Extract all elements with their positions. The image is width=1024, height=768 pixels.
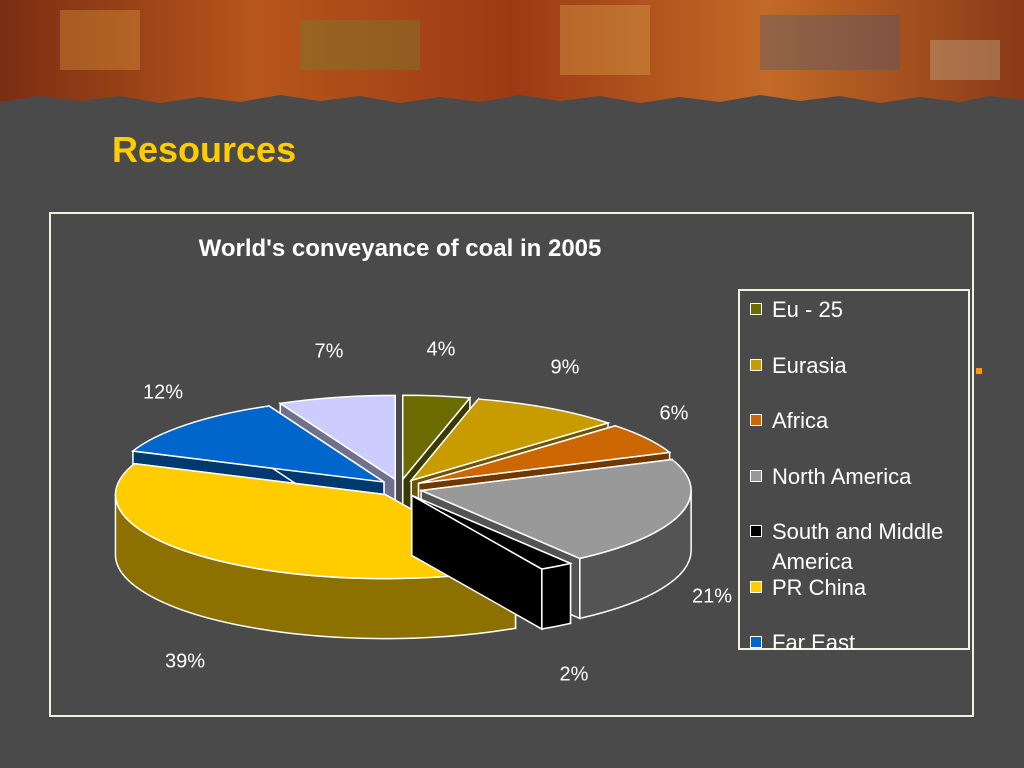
- slice-pct-label: 12%: [142, 381, 184, 404]
- legend-swatch: [750, 469, 762, 482]
- legend-swatch: [750, 580, 762, 593]
- chart-title: World's conveyance of coal in 2005: [198, 235, 602, 262]
- pie-slice-side: [541, 562, 572, 630]
- legend-swatch: [750, 636, 762, 648]
- slice-pct-label: 4%: [426, 338, 456, 361]
- legend-label: Eu - 25: [772, 297, 843, 322]
- slice-pct-label: 2%: [559, 663, 589, 686]
- slide-title: Resources: [112, 129, 297, 170]
- legend-swatch: [750, 525, 762, 537]
- pie-slice: [411, 494, 573, 631]
- legend-label: Africa: [772, 408, 829, 433]
- pie-slice-top: [402, 394, 472, 482]
- legend-label: PR China: [772, 574, 867, 600]
- header-banner: [0, 0, 1024, 103]
- legend-swatch: [750, 358, 762, 371]
- legend-label: North America: [772, 463, 912, 489]
- pie-slice-top: [131, 405, 385, 483]
- slice-pct-label: 6%: [659, 402, 689, 425]
- pie-slice-top: [418, 424, 672, 485]
- pie-slice-top: [411, 494, 573, 570]
- chart-legend: Eu - 25 Eurasia Africa North America South a…: [738, 289, 970, 655]
- legend-label: South and Middle America: [772, 519, 944, 574]
- legend-swatch: [750, 414, 762, 426]
- slice-pct-label: 9%: [550, 356, 580, 379]
- legend-swatch: [750, 303, 762, 315]
- pie-slice-top: [278, 394, 396, 481]
- legend-label: Far East: [772, 630, 856, 655]
- accent-dot: [976, 368, 982, 374]
- slice-pct-label: 7%: [314, 340, 344, 363]
- pie-slice-top: [409, 398, 611, 482]
- slice-pct-label: 21%: [691, 585, 733, 608]
- legend-label: Eurasia: [772, 352, 847, 378]
- chart-frame: [49, 212, 974, 717]
- pie-slice-top: [418, 458, 692, 560]
- slice-pct-label: 39%: [164, 650, 206, 673]
